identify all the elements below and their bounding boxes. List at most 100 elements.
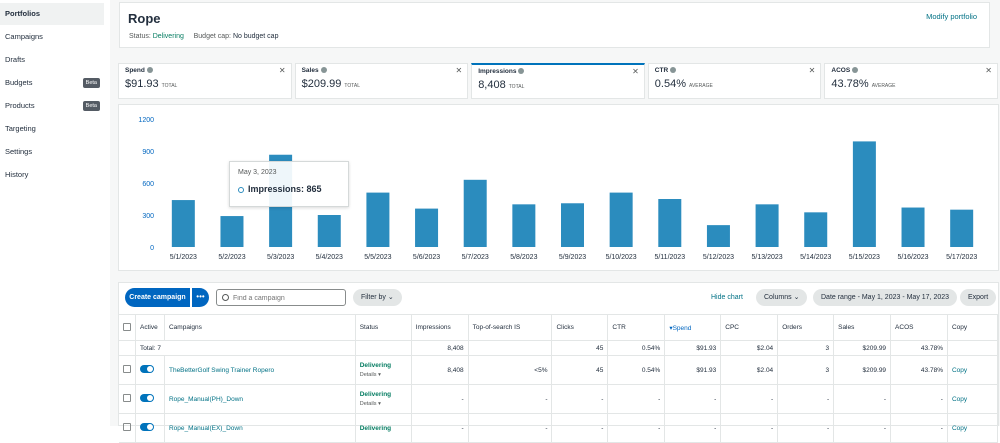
sidebar-item-products[interactable]: Products Beta	[0, 95, 104, 117]
chart-bar[interactable]	[950, 209, 974, 247]
chart-bar[interactable]	[561, 203, 584, 247]
row-active[interactable]	[135, 384, 165, 414]
row-active[interactable]	[135, 413, 165, 443]
campaign-link[interactable]: TheBetterGolf Swing Trainer Ropero	[164, 355, 356, 385]
chart-bar[interactable]	[609, 192, 633, 247]
close-icon[interactable]: ✕	[985, 66, 992, 75]
hide-chart-link[interactable]: Hide chart	[711, 294, 743, 301]
info-icon	[852, 67, 859, 74]
sidebar-item-targeting[interactable]: Targeting	[0, 118, 104, 140]
col-acos[interactable]: ACOS	[890, 314, 948, 341]
chart-bar[interactable]	[852, 141, 876, 247]
sidebar-item-drafts[interactable]: Drafts	[0, 49, 104, 71]
close-icon[interactable]: ✕	[455, 66, 463, 75]
col-top-of-search[interactable]: Top-of-search IS	[468, 314, 553, 341]
col-impressions[interactable]: Impressions	[411, 314, 469, 341]
row-checkbox[interactable]	[123, 423, 131, 431]
export-button[interactable]: Export	[960, 289, 997, 306]
status-text: Delivering	[359, 362, 392, 369]
select-all-cell[interactable]	[119, 314, 136, 341]
chart-bar[interactable]	[317, 215, 341, 247]
close-icon[interactable]: ✕	[808, 66, 816, 75]
info-icon	[518, 68, 525, 75]
chart-bar[interactable]	[804, 212, 828, 247]
details-label: Details	[359, 401, 377, 407]
chart-bar[interactable]	[463, 179, 487, 247]
col-spend[interactable]: ▾Spend	[664, 314, 722, 341]
filter-label: Filter by	[361, 294, 386, 301]
cell-sales: -	[833, 384, 892, 414]
chart-bar[interactable]	[171, 200, 195, 247]
col-campaigns[interactable]: Campaigns	[164, 314, 356, 341]
row-checkbox[interactable]	[123, 365, 131, 373]
metric-card-impressions[interactable]: Impressions 8,408 TOTAL ✕	[471, 63, 645, 99]
chart-bar[interactable]	[755, 204, 779, 247]
page-title: Rope	[128, 11, 161, 26]
col-orders[interactable]: Orders	[777, 314, 835, 341]
close-icon[interactable]: ✕	[278, 66, 286, 75]
select-all-checkbox[interactable]	[123, 322, 131, 331]
metric-sub: TOTAL	[508, 84, 525, 90]
sidebar-item-label: Campaigns	[5, 32, 43, 41]
more-options-button[interactable]: •••	[192, 288, 209, 307]
copy-link[interactable]: Copy	[947, 355, 999, 385]
sidebar-item-campaigns[interactable]: Campaigns	[0, 26, 104, 48]
active-toggle[interactable]	[140, 394, 154, 402]
modify-portfolio-link[interactable]: Modify portfolio	[926, 12, 977, 21]
sidebar-item-label: Portfolios	[5, 9, 40, 18]
row-checkbox[interactable]	[123, 394, 131, 402]
create-campaign-button[interactable]: Create campaign	[125, 288, 190, 307]
metric-card-sales[interactable]: Sales $209.99 TOTAL ✕	[294, 63, 469, 99]
chart-bar[interactable]	[512, 204, 536, 247]
metric-card-ctr[interactable]: CTR 0.54% AVERAGE ✕	[647, 63, 822, 99]
y-tick-label: 600	[142, 181, 154, 188]
chart-bar[interactable]	[901, 207, 925, 247]
chart-bar[interactable]	[415, 208, 439, 247]
metric-card-spend[interactable]: Spend $91.93 TOTAL ✕	[118, 63, 292, 99]
cell-orders: -	[777, 413, 835, 443]
sidebar-item-label: Products	[5, 101, 35, 110]
chart-bar[interactable]	[220, 216, 244, 247]
copy-link[interactable]: Copy	[947, 413, 999, 443]
metric-card-acos[interactable]: ACOS 43.78% AVERAGE ✕	[824, 63, 998, 99]
sidebar-item-settings[interactable]: Settings	[0, 141, 104, 163]
sidebar-item-label: History	[5, 170, 29, 179]
metric-value: 43.78%	[831, 78, 869, 90]
details-toggle[interactable]: Details ▾	[360, 372, 407, 378]
x-tick-label: 5/2/2023	[218, 254, 245, 261]
chart-bar[interactable]	[366, 192, 390, 247]
active-toggle[interactable]	[140, 365, 154, 373]
impressions-chart: 0 300 600 900 1200 5/1/2023 5/2/2023 5/3/2023 5/…	[118, 104, 999, 271]
close-icon[interactable]: ✕	[632, 67, 639, 76]
campaign-link[interactable]: Rope_Manual(PH)_Down	[164, 384, 356, 414]
campaign-link[interactable]: Rope_Manual(EX)_Down	[164, 413, 356, 443]
copy-link[interactable]: Copy	[947, 384, 999, 414]
y-tick-label: 1200	[138, 117, 154, 124]
sidebar-item-history[interactable]: History	[0, 164, 104, 186]
status-cell: Delivering	[355, 413, 412, 443]
date-range-button[interactable]: Date range - May 1, 2023 - May 17, 2023	[813, 289, 958, 306]
row-select[interactable]	[119, 413, 136, 443]
search-box[interactable]	[216, 289, 346, 306]
col-status[interactable]: Status	[355, 314, 412, 341]
details-toggle[interactable]: Details ▾	[360, 401, 407, 407]
total-orders: 3	[777, 340, 835, 356]
row-active[interactable]	[135, 355, 165, 385]
row-select[interactable]	[119, 355, 136, 385]
col-sales[interactable]: Sales	[833, 314, 892, 341]
chart-bar[interactable]	[706, 225, 730, 247]
filter-by-button[interactable]: Filter by ⌄	[353, 289, 402, 306]
sidebar-item-budgets[interactable]: Budgets Beta	[0, 72, 104, 94]
beta-badge: Beta	[82, 101, 100, 111]
metric-value: 8,408	[478, 79, 506, 91]
col-ctr[interactable]: CTR	[607, 314, 666, 341]
active-toggle[interactable]	[140, 423, 154, 431]
sidebar-item-portfolios[interactable]: Portfolios	[0, 3, 104, 25]
col-clicks[interactable]: Clicks	[551, 314, 609, 341]
search-input[interactable]	[233, 292, 341, 304]
col-cpc[interactable]: CPC	[720, 314, 779, 341]
row-select[interactable]	[119, 384, 136, 414]
sort-down-icon: ▾	[669, 324, 673, 332]
chart-bar[interactable]	[658, 199, 682, 247]
columns-button[interactable]: Columns ⌄	[756, 289, 808, 306]
